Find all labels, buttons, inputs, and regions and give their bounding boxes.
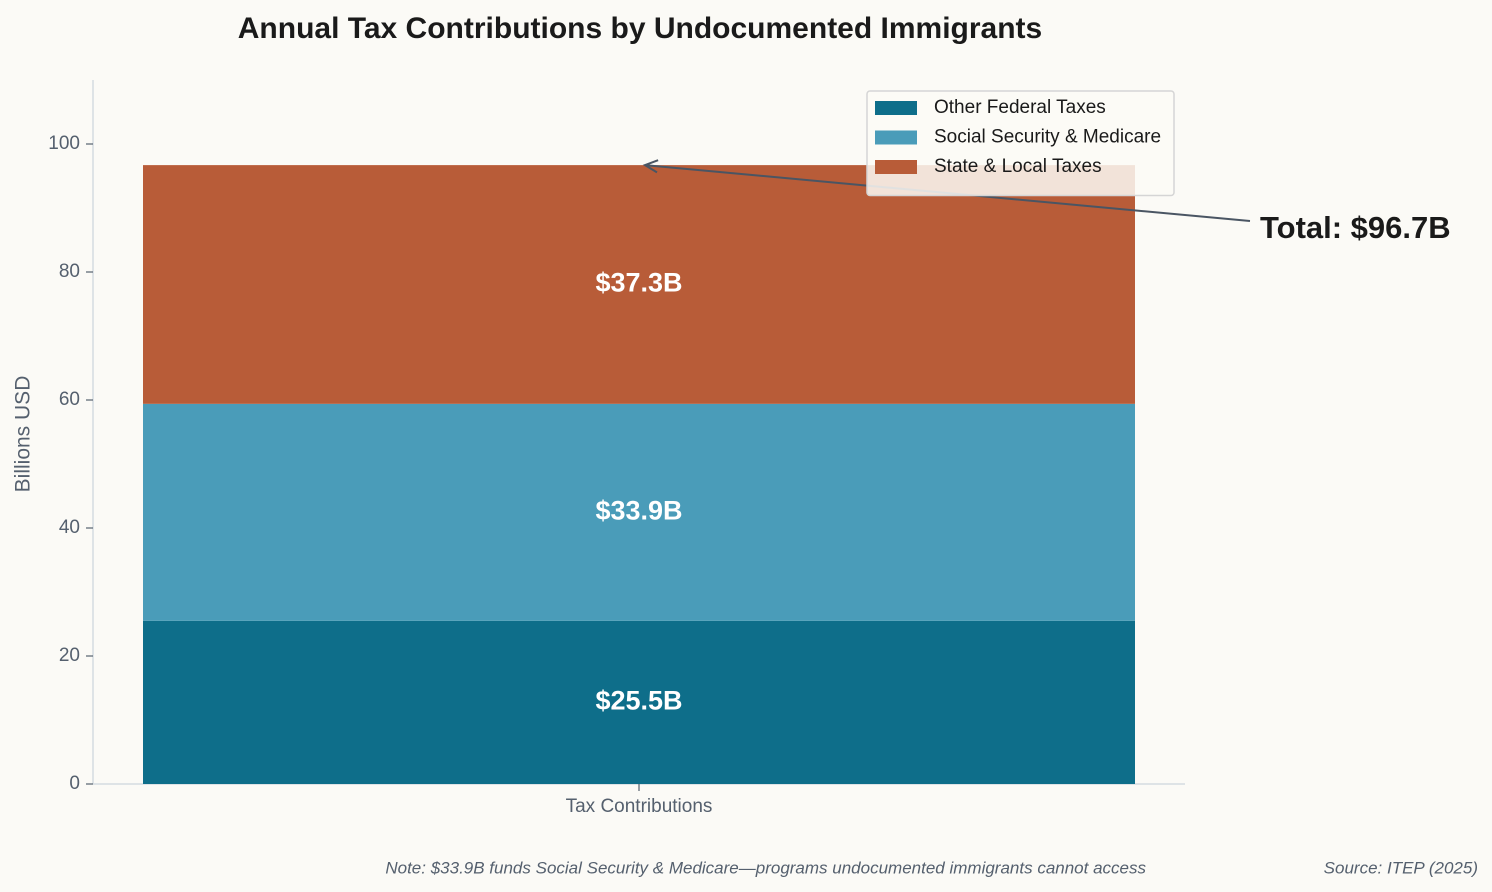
y-axis-label: Billions USD	[12, 376, 35, 493]
value-label: $37.3B	[595, 268, 682, 298]
legend-swatch	[875, 101, 917, 115]
legend-label: Social Security & Medicare	[934, 127, 1161, 148]
bar-segment	[143, 403, 1135, 621]
legend-box	[866, 90, 1175, 197]
legend-label: Other Federal Taxes	[934, 97, 1106, 118]
value-label: $25.5B	[595, 686, 682, 716]
annotation: Total: $96.7B	[1260, 210, 1451, 245]
source: Source: ITEP (2025)	[1324, 858, 1478, 877]
value-label: $33.9B	[595, 495, 682, 525]
legend-swatch	[875, 130, 917, 145]
y-tick-label: 80	[59, 261, 80, 282]
y-tick-label: 20	[59, 645, 80, 666]
y-tick-label: 40	[59, 517, 80, 538]
arrow-head	[642, 159, 659, 174]
bar-segment	[143, 165, 1135, 404]
legend-label: State & Local Taxes	[934, 156, 1102, 177]
y-tick-label: 100	[48, 133, 80, 154]
bar-segment	[143, 620, 1135, 784]
y-tick-label: 0	[69, 773, 80, 794]
legend-swatch	[875, 160, 917, 174]
chart-title: Annual Tax Contributions by Undocumented…	[238, 12, 1042, 45]
y-tick-label: 60	[59, 389, 80, 410]
note: Note: $33.9B funds Social Security & Med…	[385, 858, 1146, 877]
x-tick-label: Tax Contributions	[566, 796, 713, 817]
